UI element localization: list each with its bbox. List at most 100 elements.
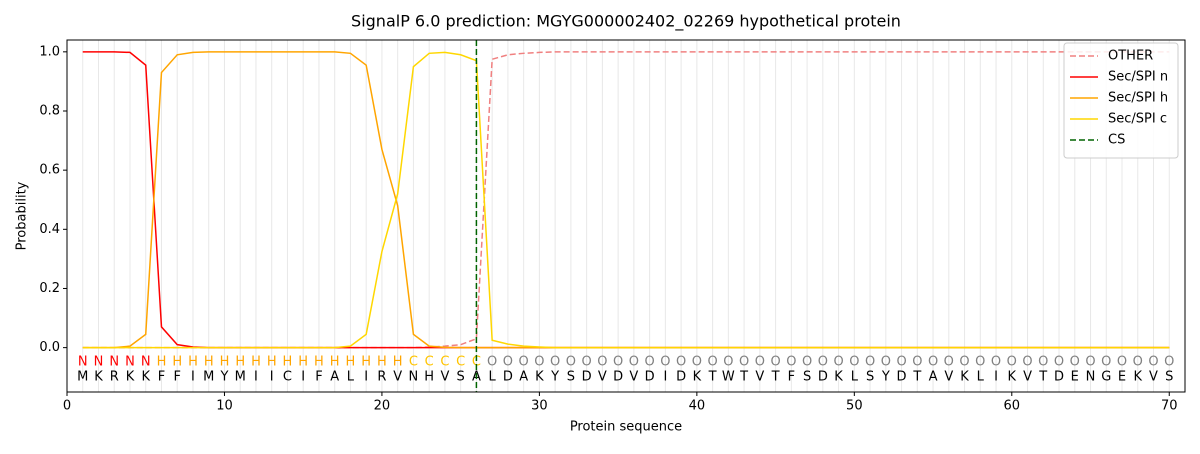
region-label: O — [739, 354, 749, 369]
region-label: O — [944, 354, 954, 369]
residue-label: V — [1023, 370, 1032, 385]
y-tick-label: 0.2 — [39, 281, 60, 296]
residue-label: M — [77, 370, 88, 385]
residue-label: F — [788, 370, 795, 385]
residue-label: K — [94, 370, 103, 385]
region-label: O — [566, 354, 576, 369]
residue-label: A — [330, 370, 339, 385]
residue-label: Y — [219, 370, 228, 385]
residue-label: K — [1008, 370, 1017, 385]
residue-label: A — [519, 370, 528, 385]
region-label: O — [692, 354, 702, 369]
residue-label: D — [676, 370, 686, 385]
residue-label: K — [834, 370, 843, 385]
residue-label: V — [440, 370, 449, 385]
legend-label: Sec/SPI h — [1108, 91, 1168, 106]
legend-label: Sec/SPI c — [1108, 112, 1167, 127]
y-tick-label: 0.4 — [39, 222, 60, 237]
residue-label: W — [722, 370, 735, 385]
region-label: O — [1164, 354, 1174, 369]
region-label: O — [802, 354, 812, 369]
region-label: H — [361, 354, 371, 369]
region-label: O — [519, 354, 529, 369]
residue-label: C — [283, 370, 292, 385]
region-label: O — [896, 354, 906, 369]
x-tick-label: 70 — [1161, 399, 1178, 414]
residue-label: Y — [550, 370, 559, 385]
residue-label: K — [535, 370, 544, 385]
residue-label: K — [693, 370, 702, 385]
region-label: H — [157, 354, 167, 369]
region-label: H — [267, 354, 277, 369]
residue-label: E — [1071, 370, 1079, 385]
region-label: H — [251, 354, 261, 369]
residue-label: Y — [881, 370, 890, 385]
residue-label: F — [158, 370, 165, 385]
x-tick-label: 20 — [374, 399, 391, 414]
region-label: O — [629, 354, 639, 369]
region-label: O — [881, 354, 891, 369]
series-line — [82, 51, 1170, 349]
region-label: O — [660, 354, 670, 369]
x-tick-label: 30 — [531, 399, 548, 414]
residue-label: K — [1133, 370, 1142, 385]
residue-label: I — [364, 370, 368, 385]
residue-label: A — [929, 370, 938, 385]
region-label: O — [833, 354, 843, 369]
region-label: O — [818, 354, 828, 369]
residue-label: M — [203, 370, 214, 385]
region-label: O — [755, 354, 765, 369]
residue-label: L — [347, 370, 355, 385]
residue-label: V — [629, 370, 638, 385]
residue-label: I — [663, 370, 667, 385]
region-label: H — [346, 354, 356, 369]
y-tick-label: 0.0 — [39, 340, 60, 355]
region-label: O — [786, 354, 796, 369]
residue-label: T — [771, 370, 780, 385]
region-label: C — [472, 354, 481, 369]
x-tick-label: 40 — [689, 399, 706, 414]
residue-label: S — [866, 370, 874, 385]
region-label: H — [235, 354, 245, 369]
region-label: H — [283, 354, 293, 369]
region-label: H — [393, 354, 403, 369]
region-label: O — [1148, 354, 1158, 369]
residue-label: K — [126, 370, 135, 385]
residue-label: D — [1054, 370, 1064, 385]
y-tick-label: 0.8 — [39, 103, 60, 118]
residue-label: N — [1086, 370, 1096, 385]
residue-label: D — [582, 370, 592, 385]
region-label: O — [1070, 354, 1080, 369]
region-label: H — [314, 354, 324, 369]
residue-label: D — [503, 370, 513, 385]
residue-label: L — [977, 370, 985, 385]
region-label: O — [1038, 354, 1048, 369]
region-label: C — [425, 354, 434, 369]
x-tick-label: 0 — [63, 399, 71, 414]
region-label: H — [220, 354, 230, 369]
legend-label: Sec/SPI n — [1108, 70, 1168, 85]
region-label: N — [78, 354, 88, 369]
series-line — [82, 51, 1170, 349]
region-label: N — [94, 354, 104, 369]
residue-label: K — [141, 370, 150, 385]
region-label: O — [597, 354, 607, 369]
residue-label: S — [457, 370, 465, 385]
residue-label: V — [598, 370, 607, 385]
region-label: O — [991, 354, 1001, 369]
residue-label: F — [173, 370, 180, 385]
residue-label: D — [645, 370, 655, 385]
region-label: O — [707, 354, 717, 369]
region-label: O — [770, 354, 780, 369]
region-label: C — [456, 354, 465, 369]
residue-label: V — [944, 370, 953, 385]
x-tick-label: 10 — [216, 399, 233, 414]
x-axis-label: Protein sequence — [570, 420, 682, 435]
residue-label: D — [613, 370, 623, 385]
region-label: O — [503, 354, 513, 369]
region-label: H — [188, 354, 198, 369]
residue-label: E — [1118, 370, 1126, 385]
residue-label: S — [1165, 370, 1173, 385]
chart-title: SignalP 6.0 prediction: MGYG000002402_02… — [351, 12, 901, 32]
residue-label: S — [803, 370, 811, 385]
